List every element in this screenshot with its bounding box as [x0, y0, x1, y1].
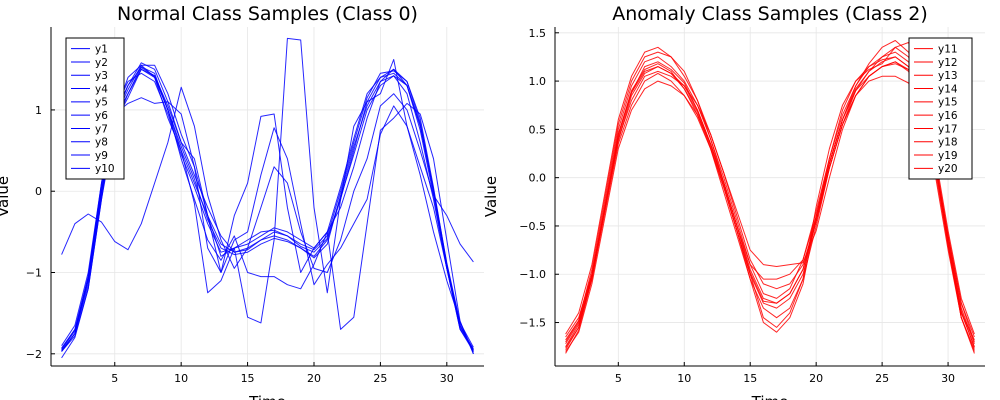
x-tick-label: 15 [241, 372, 255, 385]
legend-label: y4 [95, 83, 108, 95]
series-line-y8 [61, 68, 474, 350]
y-tick-label: 1.0 [529, 75, 547, 88]
chart-panel-2: 5 10 15 20 25 30 −1.5 −1.0 −0.5 0.0 0.5 1.0 1.5 Anoma… [482, 3, 985, 400]
legend-label: y18 [938, 137, 958, 149]
x-tick-label: 20 [307, 372, 321, 385]
legend-label: y17 [938, 123, 958, 135]
y-tick-label: 0 [35, 185, 42, 198]
y-axis-label: Value [482, 176, 500, 217]
y-tick-label: 0.5 [529, 123, 547, 136]
chart-title: Anomaly Class Samples (Class 2) [612, 3, 928, 25]
x-axis-label: Time [248, 393, 286, 400]
series-line-y17 [565, 40, 975, 354]
series-line-y3 [61, 64, 474, 352]
series-line-y5 [61, 72, 474, 348]
y-tick-label: −1.5 [519, 317, 546, 330]
chart-title: Normal Class Samples (Class 0) [117, 3, 418, 25]
series-line-y9 [61, 64, 474, 359]
x-tick-label: 15 [743, 372, 757, 385]
x-tick-label: 25 [373, 372, 387, 385]
legend-label: y15 [938, 97, 958, 109]
legend-label: y1 [95, 43, 108, 55]
legend-label: y12 [938, 57, 958, 69]
legend-label: y10 [95, 163, 115, 175]
series-line-y16 [565, 46, 975, 335]
series-line-y11 [565, 61, 975, 338]
x-tick-label: 30 [941, 372, 955, 385]
legend-label: y11 [938, 43, 958, 55]
legend-label: y14 [938, 83, 958, 95]
series-line-y19 [565, 56, 975, 341]
legend-label: y6 [95, 110, 108, 122]
y-tick-label: −0.5 [519, 220, 546, 233]
y-axis-label: Value [0, 176, 12, 217]
legend-label: y13 [938, 70, 958, 82]
y-tick-label: 1.5 [529, 27, 547, 40]
y-tick-label: −2 [26, 348, 42, 361]
x-tick-label: 30 [440, 372, 454, 385]
legend-label: y7 [95, 123, 108, 135]
legend-label: y5 [95, 97, 108, 109]
y-tick-label: 1 [35, 104, 42, 117]
series-line-y10 [61, 37, 474, 353]
series-line-y6 [61, 86, 474, 273]
legend-label: y9 [95, 150, 108, 162]
legend-label: y20 [938, 163, 958, 175]
legend-label: y16 [938, 110, 958, 122]
legend-label: y3 [95, 70, 108, 82]
x-tick-label: 25 [875, 372, 889, 385]
x-tick-label: 20 [809, 372, 823, 385]
y-tick-label: −1.0 [519, 268, 546, 281]
x-tick-label: 5 [615, 372, 622, 385]
legend-label: y8 [95, 137, 108, 149]
legend-label: y2 [95, 57, 108, 69]
x-tick-label: 10 [174, 372, 188, 385]
legend-label: y19 [938, 150, 958, 162]
x-axis-label: Time [751, 393, 789, 400]
x-tick-label: 10 [677, 372, 691, 385]
y-tick-label: −1 [26, 267, 42, 280]
y-tick-label: 0.0 [529, 172, 547, 185]
chart-panel-1: 5 10 15 20 25 30 −2 −1 0 1 Normal Class Samples (C… [0, 3, 484, 400]
series-line-y7 [61, 97, 474, 354]
series-line-y14 [565, 75, 975, 352]
series-line-y20 [565, 42, 975, 348]
x-tick-label: 5 [111, 372, 118, 385]
series-line-y13 [565, 51, 975, 350]
